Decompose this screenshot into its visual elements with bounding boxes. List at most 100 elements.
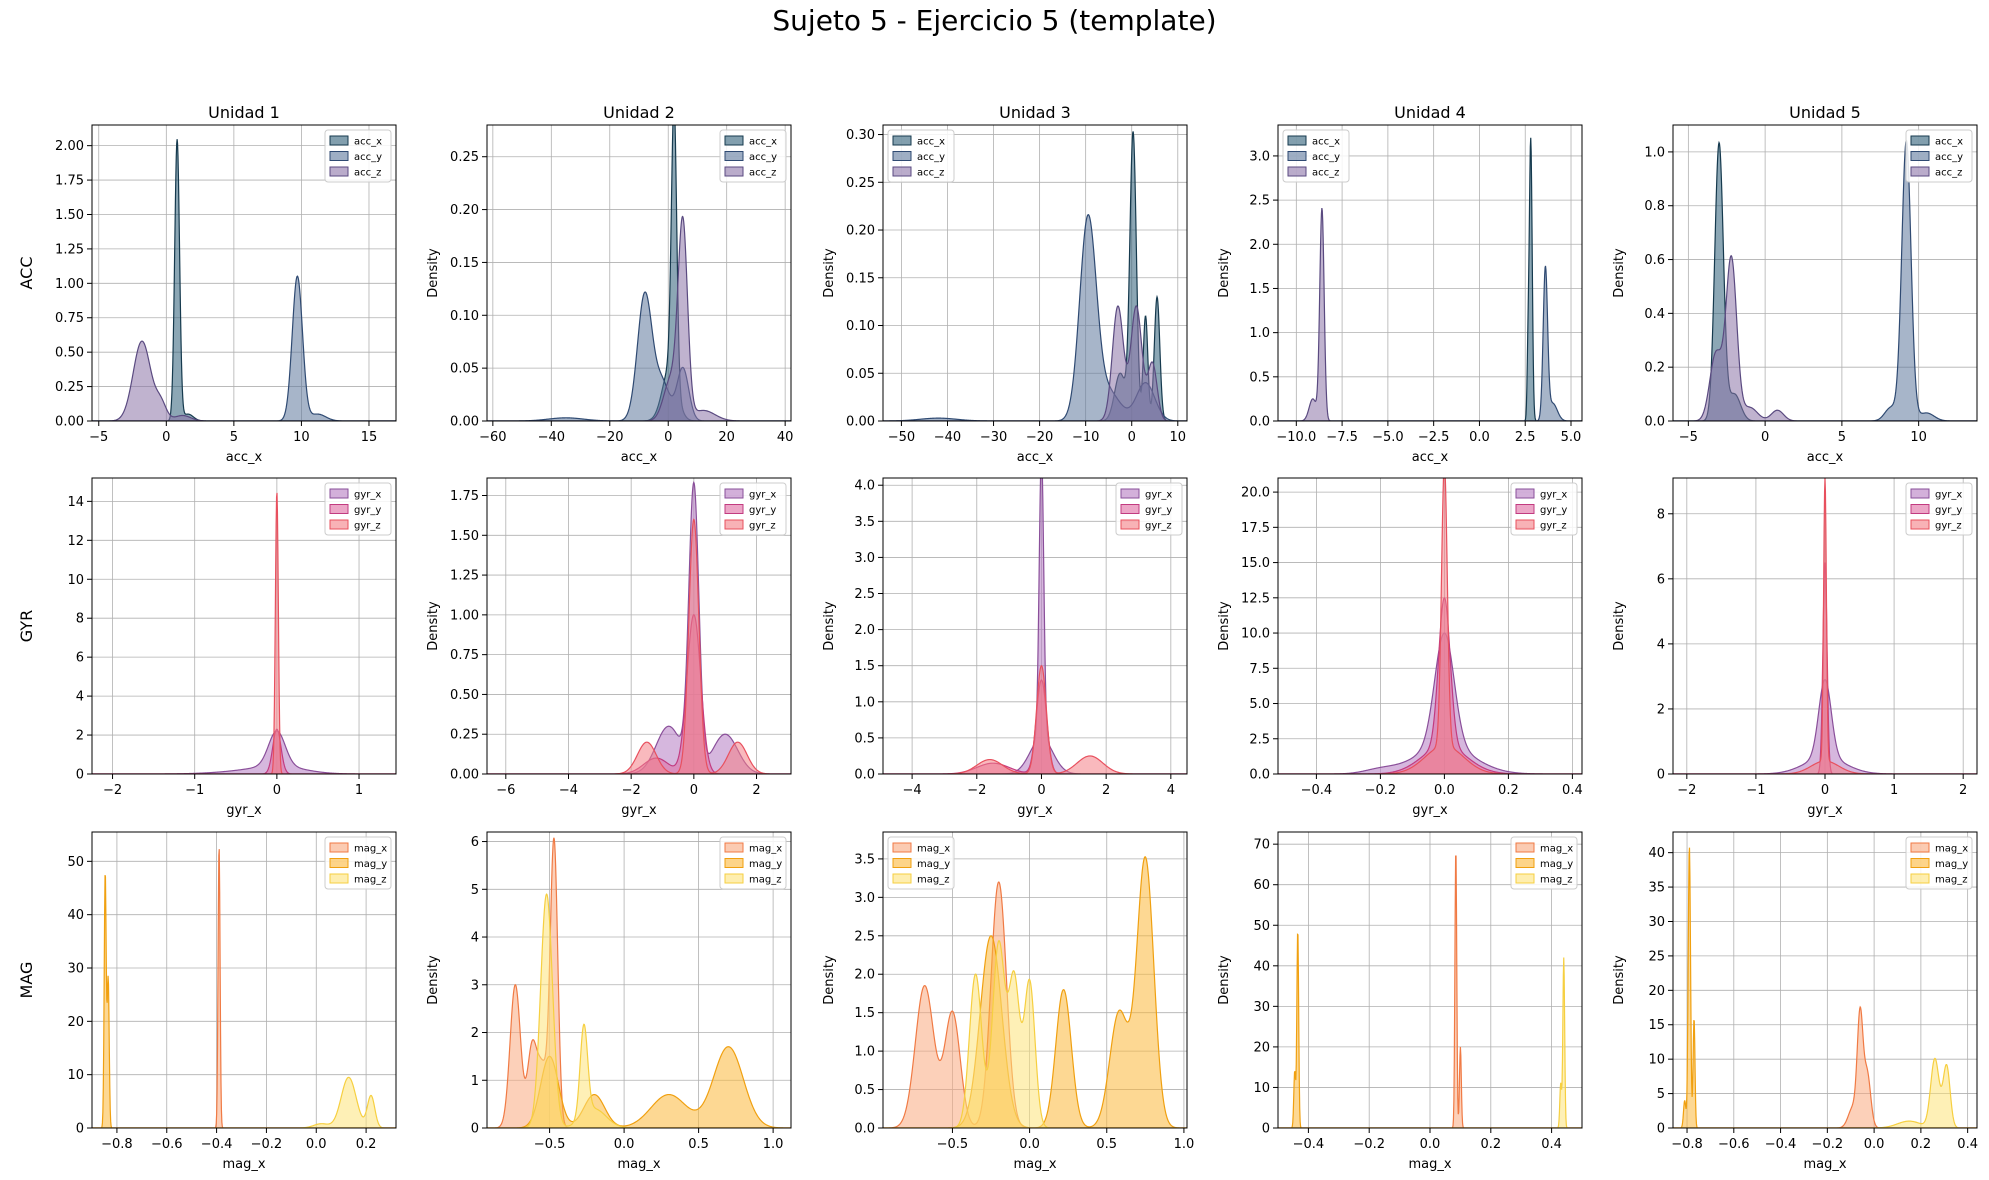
y-tick-label: 0.8 — [1644, 199, 1665, 214]
y-tick-label: 0.10 — [450, 309, 479, 324]
legend: mag_x mag_y mag_z — [719, 836, 787, 890]
x-tick-label: −0.8 — [1671, 1137, 1703, 1152]
legend: acc_x acc_y acc_z — [719, 129, 787, 183]
legend-label: mag_x — [917, 844, 950, 855]
y-tick-label: 0 — [1657, 768, 1665, 783]
x-axis-label: mag_x — [1408, 1157, 1451, 1172]
y-tick-label: 0.50 — [55, 346, 84, 361]
y-tick-label: 0.00 — [846, 415, 875, 430]
subplot-0-4: −5 0 5 10 0.0 0.2 0.4 0.6 0.8 1.0 acc_x Density Unid… — [1612, 103, 1978, 465]
subplot-1-3: −0.4 −0.2 0.0 0.2 0.4 0.0 2.5 5.0 7.5 10.0 12.5 15.… — [1217, 477, 1583, 818]
x-axis-label: mag_x — [1013, 1157, 1056, 1172]
subplot-title: Unidad 2 — [603, 103, 675, 122]
x-tick-label: 0 — [1128, 430, 1136, 445]
x-tick-label: 0 — [1821, 783, 1829, 798]
legend-swatch — [1910, 135, 1930, 146]
x-tick-label: 0 — [1761, 430, 1769, 445]
y-axis-label: Density — [822, 601, 837, 651]
plot-area — [1673, 478, 1977, 774]
x-tick-label: 0.0 — [614, 1137, 635, 1152]
y-tick-label: 2.5 — [854, 929, 875, 944]
y-tick-label: 1.00 — [450, 608, 479, 623]
x-tick-label: −40 — [934, 430, 961, 445]
legend-swatch — [1515, 842, 1535, 853]
y-tick-label: 20 — [1253, 1040, 1270, 1055]
x-axis-label: acc_x — [226, 450, 263, 465]
x-tick-label: 0.0 — [1469, 430, 1490, 445]
y-tick-label: 2.5 — [1249, 194, 1270, 209]
y-tick-label: 10.0 — [1241, 627, 1270, 642]
y-axis-label: Density — [426, 601, 441, 651]
y-tick-label: 1.25 — [55, 242, 84, 257]
y-tick-label: 4.0 — [854, 479, 875, 494]
legend: gyr_x gyr_y gyr_z — [719, 482, 787, 536]
y-tick-label: 2.5 — [854, 587, 875, 602]
y-tick-label: 0.00 — [450, 415, 479, 430]
y-tick-label: 6 — [471, 835, 479, 850]
x-axis-label: gyr_x — [1017, 803, 1053, 818]
x-tick-label: 0.2 — [1911, 1137, 1932, 1152]
x-tick-label: −60 — [479, 430, 506, 445]
plot-area — [883, 131, 1187, 421]
x-tick-label: 0.0 — [1019, 1137, 1040, 1152]
legend-swatch — [329, 151, 349, 161]
y-tick-label: 0.20 — [846, 224, 875, 239]
y-tick-label: 0.25 — [450, 728, 479, 743]
y-tick-label: 0.0 — [1644, 415, 1665, 430]
x-tick-label: 0.0 — [1864, 1137, 1885, 1152]
x-tick-label: 0.5 — [1096, 1137, 1117, 1152]
y-tick-label: 50 — [1253, 919, 1270, 934]
y-tick-label: 5 — [471, 883, 479, 898]
row-label: MAG — [17, 962, 36, 999]
legend-swatch — [1910, 151, 1930, 161]
y-tick-label: 12.5 — [1241, 591, 1270, 606]
subplot-2-2: −0.5 0.0 0.5 1.0 0.0 0.5 1.0 1.5 2.0 2.5 3.0 3.5 mag… — [822, 831, 1194, 1172]
series-gyr_y — [92, 728, 396, 774]
x-tick-label: −6 — [496, 783, 515, 798]
series-acc_z — [883, 305, 1187, 421]
legend: gyr_x gyr_y gyr_z — [1905, 482, 1973, 536]
y-tick-label: 0.25 — [55, 380, 84, 395]
x-tick-label: −0.8 — [101, 1137, 133, 1152]
x-tick-label: −2 — [103, 783, 122, 798]
x-tick-label: −1 — [1746, 783, 1765, 798]
legend-swatch — [724, 151, 744, 161]
axes-frame — [91, 124, 397, 422]
x-tick-label: 0.0 — [1434, 783, 1455, 798]
plot-area — [487, 481, 791, 774]
y-axis-label: Density — [1217, 248, 1232, 298]
x-tick-label: −1 — [185, 783, 204, 798]
axes-frame — [486, 124, 792, 422]
x-tick-label: −0.5 — [937, 1137, 969, 1152]
series-gyr_z — [1673, 478, 1977, 774]
legend-swatch — [892, 873, 912, 884]
legend-label: acc_x — [1312, 137, 1340, 148]
y-tick-label: 0 — [471, 1122, 479, 1137]
legend-swatch — [724, 873, 744, 884]
y-tick-label: 2 — [1657, 702, 1665, 717]
y-tick-label: 70 — [1253, 838, 1270, 853]
legend-swatch — [1515, 519, 1535, 530]
legend: acc_x acc_y acc_z — [887, 129, 955, 183]
legend-swatch — [1515, 504, 1535, 514]
y-tick-label: 3.5 — [854, 515, 875, 530]
y-tick-label: 40 — [67, 908, 84, 923]
x-tick-label: 10 — [293, 430, 310, 445]
y-tick-label: 15.0 — [1241, 556, 1270, 571]
subplot-2-0: −0.8 −0.6 −0.4 −0.2 0.0 0.2 0 10 20 30 40 50 mag_x MA… — [17, 831, 397, 1172]
y-tick-label: 35 — [1648, 881, 1665, 896]
legend-label: acc_z — [1312, 168, 1339, 179]
y-tick-label: 1.0 — [854, 1045, 875, 1060]
x-tick-label: 0 — [162, 430, 170, 445]
y-tick-label: 5 — [1657, 1087, 1665, 1102]
legend-swatch — [1287, 135, 1307, 146]
legend-label: acc_z — [749, 168, 776, 179]
legend-label: acc_x — [354, 137, 382, 148]
series-acc_x — [1278, 137, 1582, 421]
x-tick-label: 5 — [1838, 430, 1846, 445]
x-tick-label: −10.0 — [1276, 430, 1316, 445]
y-axis-label: Density — [822, 248, 837, 298]
subplot-2-3: −0.4 −0.2 0.0 0.2 0.4 0 10 20 30 40 50 60 70 mag_x Den… — [1217, 831, 1583, 1172]
axes-frame — [486, 831, 792, 1129]
